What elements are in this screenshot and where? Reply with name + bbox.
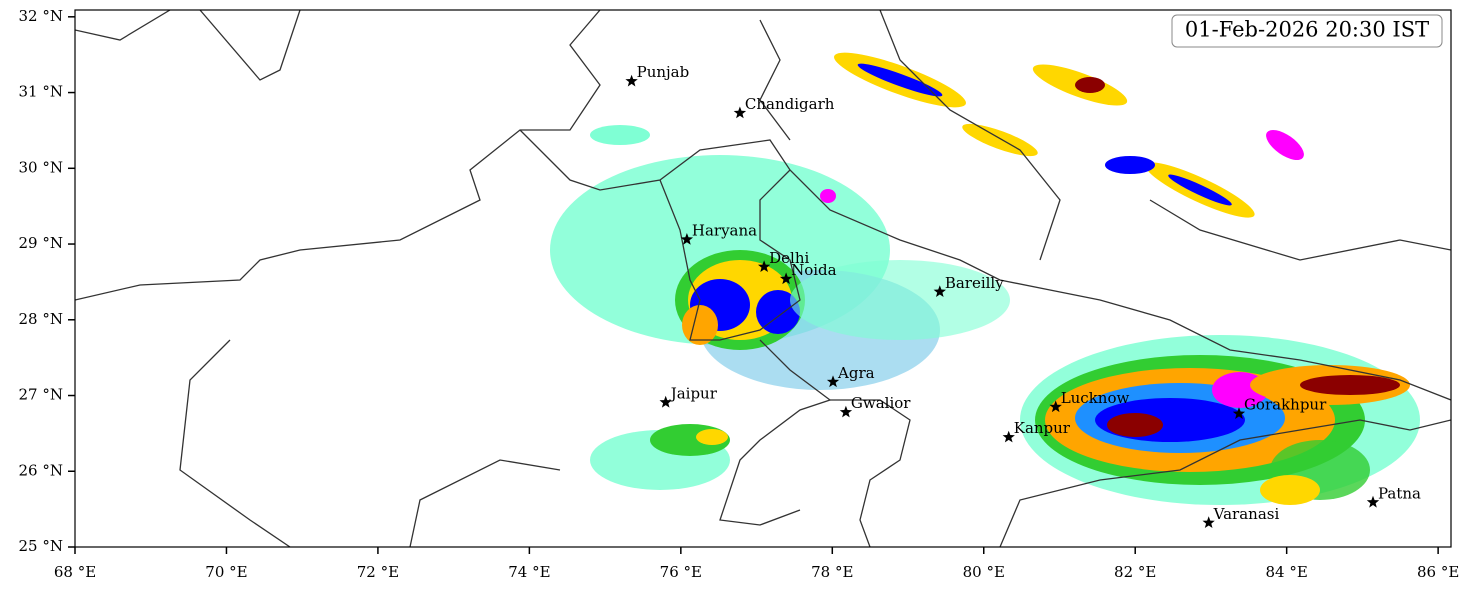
place-marker [733, 106, 747, 119]
place-marker [1232, 407, 1246, 419]
x-tick-label: 78 °E [811, 563, 853, 581]
x-tick-label: 76 °E [660, 563, 702, 581]
x-tick-label: 82 °E [1114, 563, 1156, 581]
place-marker [779, 272, 793, 285]
axes: 68 °E 70 °E 72 °E 74 °E 76 °E 78 °E 80 °E 82 °E… [19, 7, 1460, 581]
place-label: Jaipur [669, 384, 718, 402]
timestamp: 01-Feb-2026 20:30 IST [1185, 18, 1429, 42]
place-marker [1202, 516, 1215, 528]
place-label: Agra [837, 364, 875, 382]
y-tick-label: 32 °N [19, 7, 63, 25]
place-marker [933, 285, 946, 297]
place-marker [680, 233, 694, 245]
place-label: Patna [1378, 484, 1421, 502]
timestamp-box [1171, 14, 1443, 48]
boundaries [75, 10, 1451, 547]
plot-frame [74, 9, 1452, 548]
place-label: Lucknow [1061, 389, 1130, 407]
y-tick-label: 29 °N [19, 234, 63, 252]
place-label: Noida [791, 261, 837, 279]
place-marker [659, 395, 672, 408]
place-label: Varanasi [1213, 505, 1280, 523]
place-marker [625, 74, 638, 87]
rainfall-field [550, 52, 1420, 505]
place-label: Gorakhpur [1244, 396, 1327, 414]
place-marker [1366, 495, 1380, 508]
x-tick-label: 84 °E [1266, 563, 1308, 581]
place-label: Kanpur [1014, 419, 1071, 437]
y-tick-label: 30 °N [19, 158, 63, 176]
x-tick-label: 80 °E [963, 563, 1005, 581]
place-marker [839, 405, 853, 418]
x-tick-label: 70 °E [205, 563, 247, 581]
y-tick-label: 31 °N [19, 83, 63, 101]
place-marker [758, 260, 771, 272]
place-label: Gwalior [851, 394, 911, 412]
y-tick-label: 27 °N [19, 386, 63, 404]
y-tick-label: 28 °N [19, 310, 63, 328]
place-label: Punjab [637, 63, 690, 81]
place-label: Haryana [692, 221, 757, 239]
x-tick-label: 74 °E [508, 563, 550, 581]
place-label: Chandigarh [745, 95, 835, 113]
place-marker [1002, 430, 1015, 443]
y-tick-label: 26 °N [19, 461, 63, 479]
x-tick-label: 86 °E [1417, 563, 1459, 581]
place-marker [826, 375, 840, 388]
y-tick-label: 25 °N [19, 537, 63, 555]
place-marker [1049, 400, 1062, 413]
x-tick-label: 68 °E [54, 563, 96, 581]
place-label: Delhi [769, 249, 809, 267]
place-label: Bareilly [945, 274, 1004, 292]
x-tick-label: 72 °E [357, 563, 399, 581]
